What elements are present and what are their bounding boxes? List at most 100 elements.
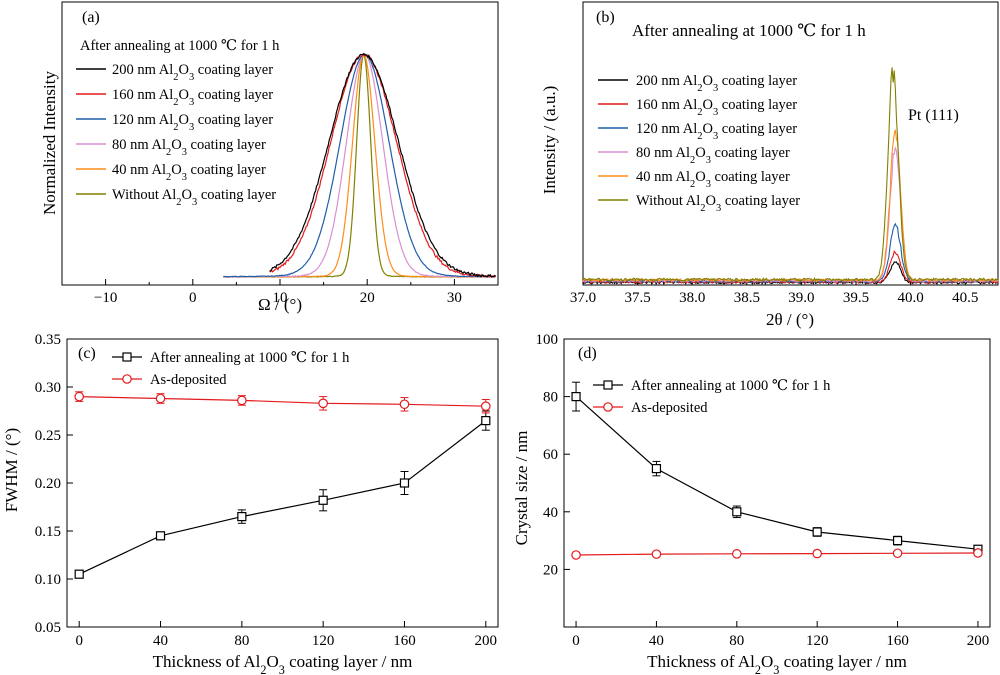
x-tick-label: 200: [967, 633, 990, 649]
x-tick-label-a: 30: [447, 290, 462, 306]
series-line-3-1: [576, 552, 978, 556]
x-tick-label: 120: [312, 633, 335, 649]
x-tick-label-b: 40.0: [898, 290, 924, 306]
legend-label-a: Without Al2O3 coating layer: [112, 187, 276, 208]
panel-label: (d): [578, 345, 597, 362]
panel-label-a: (a): [82, 9, 100, 26]
y-tick-label: 0.15: [35, 524, 61, 540]
y-tick-label: 0.10: [35, 572, 61, 588]
legend-label-a: 80 nm Al2O3 coating layer: [112, 137, 266, 158]
legend-label-a: 160 nm Al2O3 coating layer: [112, 87, 273, 108]
series-line-b-1: [582, 250, 999, 285]
data-point: [651, 549, 662, 559]
y-tick-label: 40: [543, 505, 558, 521]
data-point: [481, 401, 491, 411]
x-axis-label-a: Ω / (°): [258, 295, 302, 314]
data-point: [74, 391, 84, 402]
data-point: [237, 511, 247, 522]
chart-title-b: After annealing at 1000 ℃ for 1 h: [632, 21, 866, 40]
y-tick-label: 0.30: [35, 380, 61, 396]
legend-label-b: 120 nm Al2O3 coating layer: [636, 121, 797, 142]
y-axis-label-b: Intensity / (a.u.): [540, 86, 559, 195]
x-tick-label-a: 0: [189, 290, 197, 306]
series-line-b-2: [582, 222, 999, 284]
x-tick-label-b: 37.5: [624, 290, 650, 306]
x-tick-label-b: 37.0: [570, 290, 596, 306]
series-line-3-0: [575, 396, 978, 550]
x-tick-label-a: 20: [360, 290, 375, 306]
series-line-b-5: [582, 67, 999, 282]
legend-label: As-deposited: [150, 372, 227, 388]
plot-frame-3: [563, 338, 991, 628]
x-tick-label: 80: [729, 633, 744, 649]
y-tick-label: 0.05: [35, 620, 61, 636]
data-point: [399, 478, 410, 488]
data-point: [155, 393, 166, 404]
legend-marker: [122, 374, 132, 384]
x-tick-label: 40: [153, 633, 168, 649]
x-tick-label: 40: [649, 633, 664, 649]
legend-label: As-deposited: [631, 400, 708, 416]
y-tick-label: 60: [543, 447, 558, 463]
data-point: [155, 531, 166, 541]
data-point: [481, 416, 491, 426]
data-point: [318, 495, 328, 505]
legend-marker: [603, 402, 613, 412]
legend-label-a: 120 nm Al2O3 coating layer: [112, 112, 273, 133]
data-point: [571, 392, 581, 402]
legend-label-b: 40 nm Al2O3 coating layer: [636, 169, 790, 190]
x-tick-label-a: −10: [94, 290, 117, 306]
legend-marker: [122, 352, 132, 362]
y-tick-label: 80: [543, 390, 558, 406]
data-point: [732, 549, 742, 559]
x-axis-label: Thickness of Al2O3 coating layer / nm: [647, 652, 907, 675]
x-tick-label: 80: [234, 633, 249, 649]
y-tick-label: 20: [543, 562, 558, 578]
data-point: [74, 569, 84, 579]
legend-marker: [603, 380, 613, 390]
data-point: [812, 527, 822, 537]
data-point: [973, 548, 983, 558]
legend-label-b: Without Al2O3 coating layer: [636, 193, 800, 214]
data-point: [732, 507, 742, 517]
y-tick-label: 0.20: [35, 476, 61, 492]
legend-label-a: 200 nm Al2O3 coating layer: [112, 62, 273, 83]
legend-label-b: 80 nm Al2O3 coating layer: [636, 145, 790, 166]
y-tick-label: 0.35: [35, 332, 61, 348]
legend-label: After annealing at 1000 ℃ for 1 h: [631, 378, 831, 394]
series-line-2-0: [78, 420, 487, 575]
y-axis-label: Crystal size / nm: [512, 431, 531, 546]
peak-annotation-b: Pt (111): [908, 107, 959, 124]
legend-label-a: 40 nm Al2O3 coating layer: [112, 162, 266, 183]
x-tick-label: 200: [475, 633, 498, 649]
data-point: [812, 548, 822, 559]
x-axis-label-b: 2θ / (°): [766, 310, 814, 329]
data-point: [892, 535, 903, 546]
legend-label: After annealing at 1000 ℃ for 1 h: [150, 350, 350, 366]
x-tick-label: 0: [75, 633, 83, 649]
series-line-a-0: [269, 52, 496, 278]
x-tick-label-b: 38.0: [679, 290, 705, 306]
y-tick-label: 0.25: [35, 428, 61, 444]
x-tick-label-b: 39.5: [843, 290, 869, 306]
x-tick-label-a: 10: [273, 290, 288, 306]
x-tick-label: 160: [393, 633, 416, 649]
y-axis-label-a: Normalized Intensity: [40, 71, 59, 215]
series-line-a-1: [269, 54, 497, 278]
x-tick-label: 0: [572, 633, 580, 649]
x-tick-label: 160: [886, 633, 909, 649]
legend-label-b: 200 nm Al2O3 coating layer: [636, 73, 797, 94]
data-point: [651, 464, 662, 474]
data-point: [571, 550, 581, 560]
panel-label-b: (b): [596, 9, 615, 26]
data-point: [399, 399, 410, 410]
x-tick-label-b: 39.0: [788, 290, 814, 306]
x-tick-label-b: 38.5: [734, 290, 760, 306]
data-point: [318, 398, 328, 409]
panel-label: (c): [78, 345, 96, 362]
legend-title-a: After annealing at 1000 ℃ for 1 h: [80, 38, 280, 54]
x-tick-label: 120: [806, 633, 829, 649]
legend-label-b: 160 nm Al2O3 coating layer: [636, 97, 797, 118]
series-line-2-1: [79, 396, 486, 407]
